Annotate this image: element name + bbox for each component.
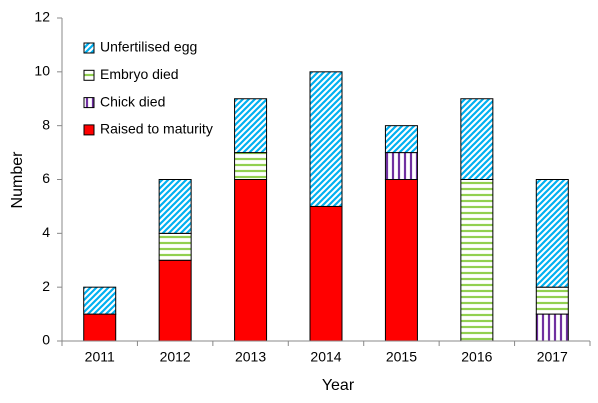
bar-segment	[384, 179, 418, 342]
y-tick-label: 2	[42, 278, 50, 294]
bar-segment	[83, 313, 117, 342]
bar-segment	[158, 179, 192, 234]
legend-swatch	[83, 97, 95, 109]
legend-label: Chick died	[100, 93, 165, 109]
x-tick-label: 2014	[310, 349, 341, 365]
y-tick-label: 0	[42, 332, 50, 348]
x-axis-title: Year	[322, 377, 355, 394]
y-tick-label: 4	[42, 224, 50, 240]
bar-segment	[384, 152, 418, 180]
legend-swatch	[83, 124, 95, 136]
y-axis-title: Number	[9, 151, 26, 209]
bar-segment	[309, 71, 343, 207]
x-tick-label: 2012	[160, 349, 191, 365]
x-tick-label: 2013	[235, 349, 266, 365]
bar-segment	[234, 179, 268, 342]
bar-segment	[234, 98, 268, 154]
bar-segment	[234, 152, 268, 180]
y-tick-label: 12	[34, 9, 50, 25]
y-tick-label: 10	[34, 63, 50, 79]
x-tick-label: 2016	[461, 349, 492, 365]
x-tick-label: 2015	[386, 349, 417, 365]
bar-segment	[158, 232, 192, 261]
x-tick-label: 2011	[85, 349, 115, 365]
legend-label: Embryo died	[100, 66, 179, 82]
legend-swatch	[83, 69, 95, 81]
bar-segment	[460, 98, 494, 180]
bar-segment	[460, 179, 494, 342]
bar-segment	[83, 286, 117, 315]
y-tick-label: 6	[42, 170, 50, 186]
bar-segment	[384, 125, 418, 154]
bar-segment	[535, 286, 569, 315]
bar-segment	[309, 205, 343, 342]
bar-segment	[158, 259, 192, 342]
y-tick-label: 8	[42, 116, 50, 132]
x-tick-label: 2017	[537, 349, 568, 365]
bar-segment	[535, 179, 569, 288]
legend-label: Unfertilised egg	[100, 39, 197, 55]
legend-swatch	[83, 42, 95, 54]
bar-segment	[535, 313, 569, 342]
legend-label: Raised to maturity	[100, 121, 213, 137]
